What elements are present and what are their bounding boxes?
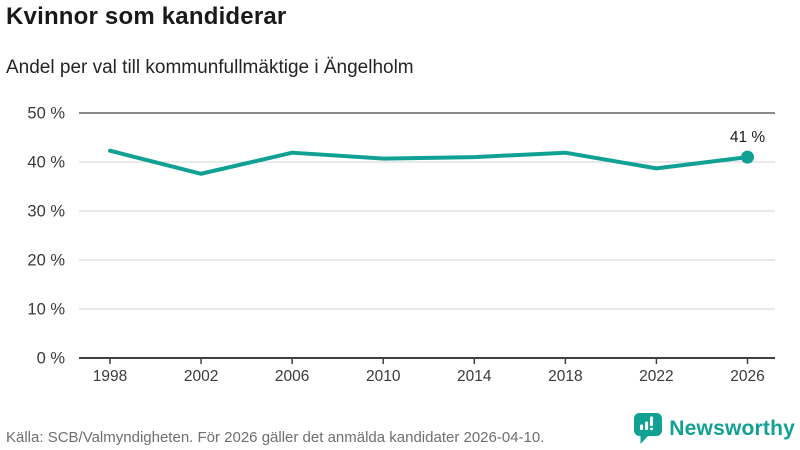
chart-subtitle: Andel per val till kommunfullmäktige i Ä…: [6, 57, 414, 78]
x-tick-label: 2006: [275, 368, 309, 385]
newsworthy-logo[interactable]: Newsworthy: [634, 413, 795, 444]
end-point: [741, 150, 754, 164]
newsworthy-icon: [634, 413, 663, 444]
x-tick-label: 2022: [639, 368, 673, 385]
y-tick-label: 40 %: [27, 154, 65, 172]
y-tick-label: 30 %: [27, 203, 65, 221]
y-tick-label: 10 %: [27, 301, 65, 319]
x-tick-label: 1998: [93, 368, 127, 385]
line-chart-svg: 0 % 10 % 20 % 30 % 40 % 50 % 1998 2002 2006 2010 2…: [27, 105, 775, 385]
line-chart: 0 % 10 % 20 % 30 % 40 % 50 % 1998 2002 2006 2010 2…: [0, 95, 800, 395]
brand-name: Newsworthy: [669, 416, 795, 440]
x-tick-label: 2026: [730, 368, 764, 385]
x-tick-label: 2014: [457, 368, 492, 385]
data-line: [108, 148, 750, 176]
y-tick-label: 20 %: [27, 252, 65, 270]
end-value-label: 41 %: [730, 129, 766, 146]
source-note: Källa: SCB/Valmyndigheten. För 2026 gäll…: [6, 429, 545, 446]
y-tick-label: 50 %: [27, 105, 65, 123]
x-tick-label: 2002: [184, 368, 218, 385]
x-tick-label: 2018: [548, 368, 582, 385]
x-tick-label: 2010: [366, 368, 401, 385]
y-tick-label: 0 %: [37, 350, 66, 368]
page-title: Kvinnor som kandiderar: [6, 3, 287, 30]
